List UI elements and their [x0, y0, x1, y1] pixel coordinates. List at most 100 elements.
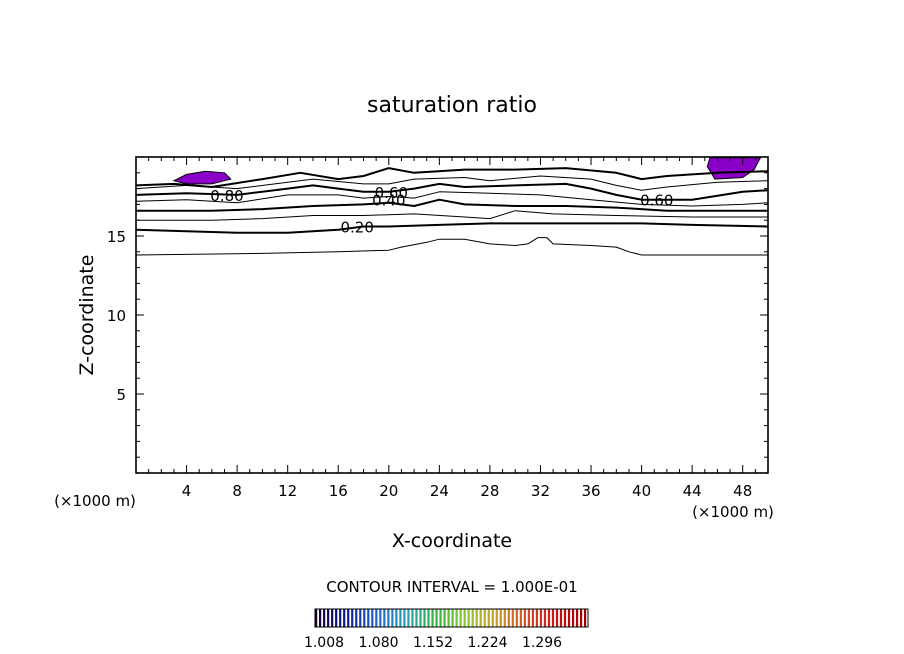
x-tick-label: 4: [182, 482, 192, 500]
contour-line-3: [136, 210, 768, 221]
contour-line-6: [135, 182, 769, 201]
colorbar: [315, 609, 587, 627]
x-tick-label: 24: [430, 482, 449, 500]
colorbar-stripe: [499, 609, 502, 627]
colorbar-stripe: [415, 609, 418, 627]
colorbar-stripe: [331, 609, 334, 627]
chart-title: saturation ratio: [367, 93, 537, 118]
colorbar-stripe: [359, 609, 362, 627]
colorbar-stripe: [335, 609, 338, 627]
contour-label-5: 0.60: [640, 192, 673, 210]
x-unit-left: (×1000 m): [54, 492, 136, 510]
colorbar-stripe: [515, 609, 518, 627]
colorbar-stripe: [407, 609, 410, 627]
colorbar-stripe: [439, 609, 442, 627]
contour-line-5: [135, 191, 769, 207]
colorbar-tick-label: 1.008: [304, 635, 344, 651]
colorbar-stripe: [531, 609, 535, 627]
colorbar-stripe: [579, 609, 583, 627]
x-unit-right: (×1000 m): [692, 503, 774, 521]
colorbar-stripe: [319, 609, 322, 627]
colorbar-stripe: [363, 609, 366, 627]
x-tick-label: 8: [232, 482, 242, 500]
contour-label-4: 0.20: [340, 219, 373, 237]
colorbar-stripe: [419, 609, 422, 627]
colorbar-stripe: [543, 609, 547, 627]
contour-label-1: 0.80: [210, 187, 243, 205]
colorbar-tick-label: 1.224: [467, 635, 507, 651]
x-tick-label: 28: [480, 482, 499, 500]
colorbar-stripe: [519, 609, 522, 627]
colorbar-tick-label: 1.080: [358, 635, 398, 651]
colorbar-stripe: [387, 609, 390, 627]
colorbar-stripe: [375, 609, 378, 627]
colorbar-stripe: [339, 609, 342, 627]
x-tick-labels: 4 8 12 16 20 24 28 32 36 40 44 48: [182, 482, 752, 500]
colorbar-stripe: [575, 609, 579, 627]
contour-line-1: [135, 237, 768, 256]
colorbar-stripe: [403, 609, 406, 627]
colorbar-stripe: [491, 609, 494, 627]
contour-line-8: [135, 167, 769, 188]
y-tick-label: 5: [116, 386, 126, 404]
x-tick-label: 16: [329, 482, 348, 500]
colorbar-stripe: [399, 609, 402, 627]
colorbar-stripe: [511, 609, 514, 627]
colorbar-stripe: [431, 609, 434, 627]
colorbar-stripe: [483, 609, 486, 627]
x-tick-label: 40: [632, 482, 651, 500]
colorbar-stripe: [423, 609, 426, 627]
contour-label-3: 0.40: [372, 192, 405, 210]
colorbar-stripe: [507, 609, 510, 627]
colorbar-stripe: [395, 609, 398, 627]
colorbar-stripe: [583, 609, 587, 627]
colorbar-stripe: [427, 609, 430, 627]
colorbar-frame: [314, 608, 589, 628]
colorbar-stripe: [535, 609, 539, 627]
colorbar-stripe: [471, 609, 474, 627]
x-tick-label: 36: [581, 482, 600, 500]
colorbar-stripe: [495, 609, 498, 627]
colorbar-stripe: [463, 609, 466, 627]
contour-line-7: [135, 175, 769, 191]
x-tick-label: 44: [683, 482, 702, 500]
y-tick-label: 15: [107, 228, 126, 246]
colorbar-stripe: [563, 609, 567, 627]
colorbar-tick-labels: 1.008 1.080 1.152 1.224 1.296: [304, 635, 562, 651]
colorbar-stripe: [411, 609, 414, 627]
colorbar-stripe: [487, 609, 490, 627]
colorbar-stripe: [443, 609, 446, 627]
colorbar-stripe: [551, 609, 555, 627]
contour-interval-text: CONTOUR INTERVAL = 1.000E-01: [326, 578, 577, 596]
colorbar-stripe: [503, 609, 506, 627]
colorbar-stripe: [347, 609, 350, 627]
colorbar-stripe: [455, 609, 458, 627]
x-tick-label: 20: [379, 482, 398, 500]
colorbar-stripe: [327, 609, 330, 627]
filled-region-1: [172, 170, 232, 185]
colorbar-stripe: [391, 609, 394, 627]
colorbar-stripe: [367, 609, 370, 627]
colorbar-stripe: [555, 609, 559, 627]
x-tick-label: 32: [531, 482, 550, 500]
axis-ticks: [136, 157, 768, 473]
filled-region-2: [706, 157, 762, 180]
colorbar-stripe: [467, 609, 470, 627]
colorbar-stripe: [379, 609, 382, 627]
colorbar-stripe: [315, 609, 318, 627]
colorbar-stripe: [459, 609, 462, 627]
colorbar-stripe: [479, 609, 482, 627]
colorbar-stripe: [351, 609, 354, 627]
colorbar-stripe: [559, 609, 563, 627]
colorbar-tick-label: 1.152: [413, 635, 453, 651]
colorbar-stripe: [435, 609, 438, 627]
colorbar-stripe: [523, 609, 526, 627]
colorbar-stripe: [383, 609, 386, 627]
contour-lines: [135, 167, 769, 256]
colorbar-stripe: [371, 609, 374, 627]
colorbar-stripe: [451, 609, 454, 627]
contour-labels: 0.80 0.600.400.200.60: [210, 184, 673, 237]
colorbar-stripe: [571, 609, 575, 627]
x-tick-label: 48: [733, 482, 752, 500]
